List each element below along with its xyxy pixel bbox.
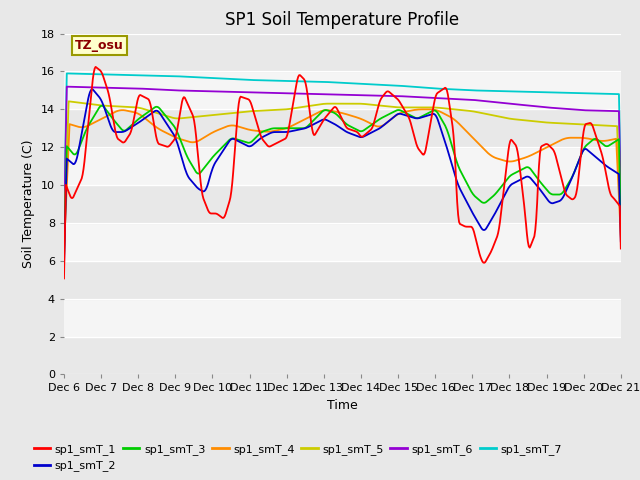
Bar (64, 223, 621, 261)
Bar (64, 109, 621, 147)
sp1_smT_4 (312, 111, 320, 117)
Bar (64, 261, 621, 299)
sp1_smT_7 (63, 71, 70, 76)
sp1_smT_6 (60, 228, 68, 233)
sp1_smT_4 (204, 132, 211, 138)
Bar (64, 72, 621, 109)
Bar (64, 336, 621, 374)
sp1_smT_3 (159, 110, 167, 116)
sp1_smT_7 (313, 79, 321, 84)
Legend: sp1_smT_1, sp1_smT_2, sp1_smT_3, sp1_smT_4, sp1_smT_5, sp1_smT_6, sp1_smT_7: sp1_smT_1, sp1_smT_2, sp1_smT_3, sp1_smT… (29, 440, 566, 476)
sp1_smT_6 (617, 196, 625, 202)
sp1_smT_2 (313, 120, 321, 125)
sp1_smT_3 (433, 109, 440, 115)
sp1_smT_1 (389, 92, 397, 98)
sp1_smT_2 (389, 115, 397, 120)
sp1_smT_4 (419, 107, 427, 112)
Line: sp1_smT_7: sp1_smT_7 (64, 73, 621, 224)
sp1_smT_3 (313, 114, 321, 120)
sp1_smT_7 (159, 73, 167, 79)
sp1_smT_3 (204, 160, 212, 166)
sp1_smT_2 (480, 227, 488, 233)
sp1_smT_5 (313, 102, 321, 108)
sp1_smT_1 (60, 276, 68, 281)
sp1_smT_6 (480, 98, 488, 104)
sp1_smT_3 (99, 103, 106, 108)
Bar (64, 299, 621, 336)
Bar (64, 34, 621, 72)
sp1_smT_5 (65, 98, 72, 104)
sp1_smT_7 (204, 75, 212, 81)
Line: sp1_smT_3: sp1_smT_3 (64, 106, 621, 260)
sp1_smT_6 (313, 91, 321, 97)
sp1_smT_2 (159, 116, 167, 122)
sp1_smT_6 (204, 88, 212, 94)
sp1_smT_3 (480, 200, 488, 206)
sp1_smT_5 (60, 235, 68, 240)
sp1_smT_3 (389, 109, 397, 115)
Bar (64, 185, 621, 223)
sp1_smT_5 (389, 104, 397, 110)
Title: SP1 Soil Temperature Profile: SP1 Soil Temperature Profile (225, 11, 460, 29)
sp1_smT_2 (617, 239, 625, 244)
sp1_smT_4 (60, 246, 68, 252)
Bar (64, 147, 621, 185)
sp1_smT_1 (204, 207, 212, 213)
X-axis label: Time: Time (327, 399, 358, 412)
sp1_smT_1 (159, 143, 167, 148)
sp1_smT_6 (159, 87, 167, 93)
sp1_smT_1 (433, 91, 440, 96)
sp1_smT_6 (433, 95, 440, 101)
sp1_smT_1 (617, 246, 625, 252)
sp1_smT_2 (204, 180, 212, 186)
sp1_smT_4 (388, 116, 396, 121)
Line: sp1_smT_6: sp1_smT_6 (64, 87, 621, 230)
Line: sp1_smT_5: sp1_smT_5 (64, 101, 621, 238)
sp1_smT_2 (60, 263, 68, 269)
Line: sp1_smT_2: sp1_smT_2 (64, 89, 621, 266)
sp1_smT_7 (617, 185, 625, 191)
sp1_smT_5 (204, 113, 212, 119)
sp1_smT_1 (313, 129, 321, 134)
sp1_smT_4 (617, 234, 625, 240)
sp1_smT_5 (433, 105, 440, 110)
sp1_smT_5 (159, 112, 167, 118)
sp1_smT_7 (389, 83, 397, 88)
sp1_smT_2 (88, 86, 96, 92)
sp1_smT_3 (617, 215, 625, 220)
Y-axis label: Soil Temperature (C): Soil Temperature (C) (22, 140, 35, 268)
sp1_smT_7 (60, 221, 68, 227)
sp1_smT_1 (480, 260, 488, 266)
sp1_smT_4 (433, 108, 440, 113)
sp1_smT_5 (617, 223, 625, 228)
sp1_smT_6 (63, 84, 70, 90)
sp1_smT_5 (480, 111, 488, 117)
sp1_smT_4 (480, 146, 488, 152)
sp1_smT_2 (433, 114, 440, 120)
sp1_smT_6 (389, 93, 397, 99)
sp1_smT_3 (60, 257, 68, 263)
sp1_smT_7 (433, 85, 440, 91)
Line: sp1_smT_1: sp1_smT_1 (64, 67, 621, 278)
sp1_smT_4 (159, 128, 166, 134)
Line: sp1_smT_4: sp1_smT_4 (64, 109, 621, 249)
sp1_smT_1 (92, 64, 99, 70)
sp1_smT_7 (480, 88, 488, 94)
Text: TZ_osu: TZ_osu (75, 39, 124, 52)
